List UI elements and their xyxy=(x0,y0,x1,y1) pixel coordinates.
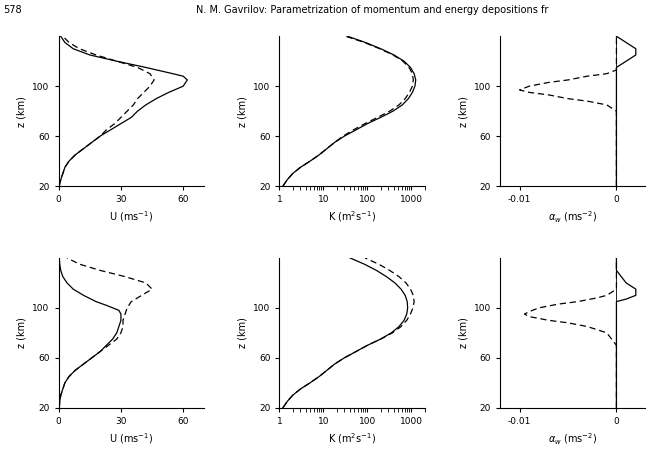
X-axis label: $\alpha_w$ (ms$^{-2}$): $\alpha_w$ (ms$^{-2}$) xyxy=(548,210,597,225)
Y-axis label: z (km): z (km) xyxy=(237,318,248,348)
Y-axis label: z (km): z (km) xyxy=(237,96,248,126)
X-axis label: U (ms$^{-1}$): U (ms$^{-1}$) xyxy=(110,431,153,446)
Y-axis label: z (km): z (km) xyxy=(17,96,27,126)
Text: N. M. Gavrilov: Parametrization of momentum and energy depositions fr: N. M. Gavrilov: Parametrization of momen… xyxy=(196,5,548,14)
X-axis label: $\alpha_w$ (ms$^{-2}$): $\alpha_w$ (ms$^{-2}$) xyxy=(548,431,597,447)
Y-axis label: z (km): z (km) xyxy=(458,318,468,348)
X-axis label: K (m$^2$s$^{-1}$): K (m$^2$s$^{-1}$) xyxy=(328,431,376,446)
Text: 578: 578 xyxy=(3,5,22,14)
Y-axis label: z (km): z (km) xyxy=(17,318,27,348)
Y-axis label: z (km): z (km) xyxy=(458,96,468,126)
X-axis label: K (m$^2$s$^{-1}$): K (m$^2$s$^{-1}$) xyxy=(328,210,376,224)
X-axis label: U (ms$^{-1}$): U (ms$^{-1}$) xyxy=(110,210,153,224)
